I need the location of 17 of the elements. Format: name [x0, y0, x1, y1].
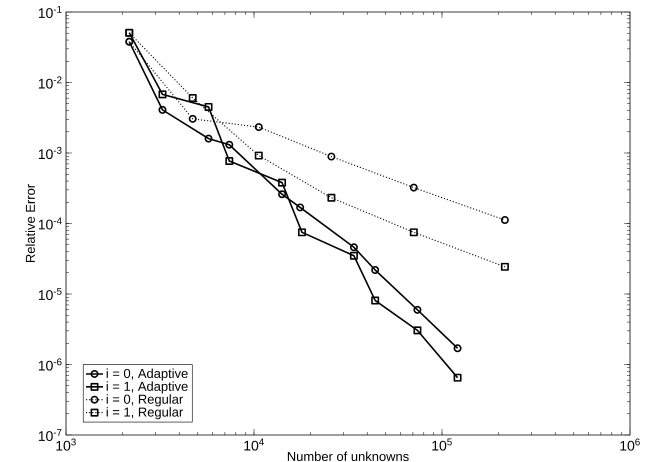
legend-label: i = 0, Regular — [106, 394, 183, 406]
x-tick-label: 10$^{6}$ — [620, 438, 640, 451]
y-tick-label: 10$^{-7}$ — [38, 428, 62, 442]
x-tick-label: 10$^{5}$ — [432, 438, 452, 451]
y-tick-label: 10$^{-1}$ — [38, 6, 62, 18]
x-tick-label: 10$^{3}$ — [56, 438, 76, 451]
y-tick-label: 10$^{-6}$ — [38, 358, 62, 371]
x-tick-label: 10$^{4}$ — [244, 438, 264, 451]
y-tick-label: 10$^{-4}$ — [38, 217, 62, 230]
legend-label: i = 0, Adaptive — [106, 368, 188, 381]
x-axis-title: Number of unknowns — [288, 452, 409, 462]
y-axis-title: Relative Error — [25, 184, 35, 262]
y-tick-label: 10$^{-2}$ — [38, 76, 62, 89]
y-tick-label: 10$^{-3}$ — [38, 146, 62, 160]
legend-label: i = 1, Adaptive — [106, 381, 188, 394]
legend-label: i = 1, Regular — [106, 407, 183, 420]
y-tick-label: 10$^{-5}$ — [38, 288, 62, 300]
